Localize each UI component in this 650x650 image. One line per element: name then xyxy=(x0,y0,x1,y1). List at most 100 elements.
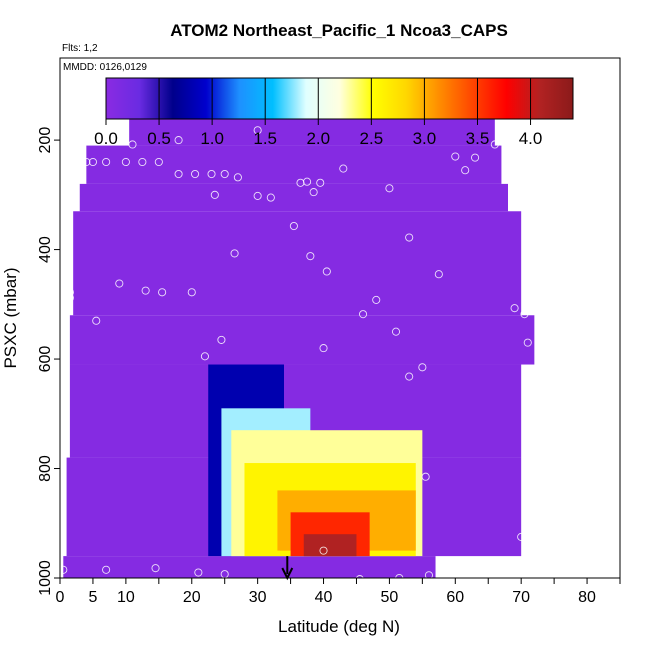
y-tick-label: 800 xyxy=(37,455,54,482)
colorbar-tick-label: 0.5 xyxy=(147,129,171,148)
y-tick-label: 400 xyxy=(37,236,54,263)
observation-point xyxy=(102,565,111,574)
observation-point xyxy=(154,157,163,167)
y-tick-label: 600 xyxy=(37,346,54,373)
observation-point xyxy=(65,288,74,297)
observation-point xyxy=(138,157,147,167)
observation-point xyxy=(490,140,499,149)
observation-point xyxy=(372,295,381,304)
heatmap-cell-plume xyxy=(303,534,357,557)
heatmap-cell-background xyxy=(129,118,495,146)
observations-layer xyxy=(60,126,532,578)
observation-point xyxy=(65,293,74,302)
colorbar-tick-label: 3.5 xyxy=(466,129,490,148)
observation-point xyxy=(253,191,262,200)
observation-point xyxy=(266,193,275,202)
observation-point xyxy=(395,573,404,578)
observation-point xyxy=(471,153,480,162)
observation-point xyxy=(60,565,68,574)
observation-point xyxy=(82,157,91,167)
chart-title: ATOM2 Northeast_Pacific_1 Ncoa3_CAPS xyxy=(170,21,508,40)
x-tick-label: 20 xyxy=(183,589,201,606)
observation-point xyxy=(151,564,160,573)
observation-point xyxy=(187,288,196,297)
colorbar-tick-label: 1.5 xyxy=(253,129,277,148)
observation-point xyxy=(220,169,229,179)
observation-point xyxy=(520,310,529,319)
colorbar: 0.0 0.5 1.0 1.5 2.0 2.5 3.0 3.5 4.0 xyxy=(94,77,574,148)
observation-point xyxy=(174,136,183,145)
colorbar-tick-label: 2.0 xyxy=(306,129,330,148)
observation-point xyxy=(174,169,183,179)
flights-note: Flts: 1,2 xyxy=(62,43,98,54)
observation-point xyxy=(92,316,101,325)
observation-point xyxy=(309,188,318,197)
plot-frame xyxy=(59,57,621,579)
x-tick-label: 80 xyxy=(578,589,596,606)
observation-point xyxy=(517,532,526,541)
dates-note: MMDD: 0126,0129 xyxy=(63,62,147,73)
observation-point xyxy=(391,327,401,336)
heatmap-cell-background xyxy=(63,556,436,578)
observation-point xyxy=(322,267,331,276)
observation-point xyxy=(510,304,519,313)
observation-point xyxy=(289,221,298,231)
observation-point xyxy=(316,178,325,187)
observation-point xyxy=(319,344,328,353)
observation-point xyxy=(303,177,312,186)
observation-point xyxy=(200,352,209,361)
y-axis: 200 400 600 800 1000 xyxy=(37,127,60,596)
observation-point xyxy=(128,140,137,149)
x-axis: 0 5 10 20 30 40 50 60 70 80 xyxy=(56,578,621,606)
colorbar-gradient xyxy=(105,77,574,120)
observation-point xyxy=(421,472,430,481)
colorbar-tick-label: 3.0 xyxy=(413,129,437,148)
observation-point xyxy=(418,363,427,372)
heatmap-layer xyxy=(63,118,535,578)
x-tick-label: 5 xyxy=(88,589,97,606)
colorbar-tick-label: 4.0 xyxy=(519,129,543,148)
observation-point xyxy=(296,178,305,187)
observation-point xyxy=(355,575,364,578)
observation-point xyxy=(523,338,532,347)
colorbar-tick-label: 1.0 xyxy=(200,129,224,148)
x-axis-label: Latitude (deg N) xyxy=(278,617,400,636)
plot-area xyxy=(59,57,621,579)
x-tick-label: 50 xyxy=(381,589,399,606)
observation-point xyxy=(461,166,470,175)
heatmap-cell-background xyxy=(86,145,502,184)
observation-point xyxy=(210,190,219,199)
heatmap-cell-background xyxy=(73,211,522,316)
x-tick-label: 40 xyxy=(315,589,333,606)
x-tick-label: 10 xyxy=(117,589,135,606)
observation-point xyxy=(339,164,348,173)
observation-point xyxy=(319,546,328,555)
observation-point xyxy=(385,184,394,193)
observation-point xyxy=(217,335,226,344)
observation-point xyxy=(230,249,239,258)
observation-point xyxy=(207,169,216,179)
observation-point xyxy=(424,571,433,578)
observation-point xyxy=(121,157,130,167)
observation-point xyxy=(88,157,97,167)
colorbar-tick-label: 2.5 xyxy=(360,129,384,148)
observation-point xyxy=(194,568,203,577)
observation-point xyxy=(141,286,150,295)
observation-point xyxy=(359,310,368,319)
colorbar-tick-label: 0.0 xyxy=(94,129,118,148)
x-tick-label: 0 xyxy=(56,589,65,606)
observation-point xyxy=(451,152,460,161)
x-tick-label: 70 xyxy=(512,589,530,606)
latitude-marker-arrow xyxy=(281,556,294,581)
observation-point xyxy=(115,279,124,288)
observation-point xyxy=(306,252,315,261)
observation-point xyxy=(233,173,242,182)
observation-point xyxy=(253,126,262,135)
observation-point xyxy=(434,270,443,279)
observation-point xyxy=(158,288,167,297)
observation-point xyxy=(405,372,414,381)
observation-point xyxy=(405,233,414,242)
y-axis-label: PSXC (mbar) xyxy=(1,267,20,368)
heatmap-cell-background xyxy=(79,183,508,212)
